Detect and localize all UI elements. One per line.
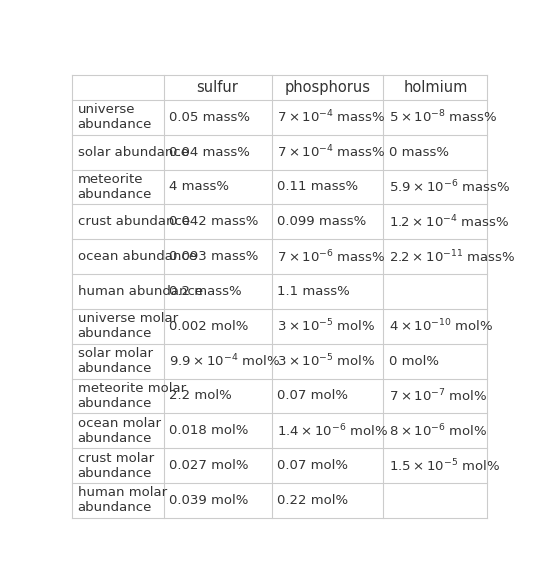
Text: crust abundance: crust abundance <box>78 215 189 228</box>
Text: 0 mol%: 0 mol% <box>389 355 438 367</box>
Text: $2.2\times10^{-11}$ mass%: $2.2\times10^{-11}$ mass% <box>389 248 515 265</box>
Text: universe molar
abundance: universe molar abundance <box>78 312 177 340</box>
Text: solar abundance: solar abundance <box>78 146 188 158</box>
Text: 0.039 mol%: 0.039 mol% <box>169 494 248 507</box>
Text: $7\times10^{-4}$ mass%: $7\times10^{-4}$ mass% <box>277 144 385 160</box>
Text: $5.9\times10^{-6}$ mass%: $5.9\times10^{-6}$ mass% <box>389 178 510 195</box>
Text: 0.002 mol%: 0.002 mol% <box>169 320 248 333</box>
Text: 0.07 mol%: 0.07 mol% <box>277 389 348 403</box>
Text: phosphorus: phosphorus <box>284 80 371 95</box>
Text: $5\times10^{-8}$ mass%: $5\times10^{-8}$ mass% <box>389 109 497 126</box>
Text: 0.093 mass%: 0.093 mass% <box>169 250 258 263</box>
Text: sulfur: sulfur <box>197 80 239 95</box>
Text: human abundance: human abundance <box>78 285 203 298</box>
Text: solar molar
abundance: solar molar abundance <box>78 347 152 375</box>
Text: 0.05 mass%: 0.05 mass% <box>169 111 250 124</box>
Text: 0.099 mass%: 0.099 mass% <box>277 215 366 228</box>
Text: ocean abundance: ocean abundance <box>78 250 197 263</box>
Text: 0.07 mol%: 0.07 mol% <box>277 459 348 472</box>
Text: $3\times10^{-5}$ mol%: $3\times10^{-5}$ mol% <box>277 318 375 335</box>
Text: $7\times10^{-7}$ mol%: $7\times10^{-7}$ mol% <box>389 387 487 404</box>
Text: $1.2\times10^{-4}$ mass%: $1.2\times10^{-4}$ mass% <box>389 214 509 230</box>
Text: $7\times10^{-4}$ mass%: $7\times10^{-4}$ mass% <box>277 109 385 126</box>
Text: human molar
abundance: human molar abundance <box>78 487 167 514</box>
Text: meteorite molar
abundance: meteorite molar abundance <box>78 382 186 410</box>
Text: 0.018 mol%: 0.018 mol% <box>169 424 248 437</box>
Text: 4 mass%: 4 mass% <box>169 180 229 194</box>
Text: $1.4\times10^{-6}$ mol%: $1.4\times10^{-6}$ mol% <box>277 423 388 439</box>
Text: 0.027 mol%: 0.027 mol% <box>169 459 248 472</box>
Text: holmium: holmium <box>403 80 467 95</box>
Text: universe
abundance: universe abundance <box>78 103 152 131</box>
Text: $9.9\times10^{-4}$ mol%: $9.9\times10^{-4}$ mol% <box>169 353 280 369</box>
Text: crust molar
abundance: crust molar abundance <box>78 451 153 480</box>
Text: meteorite
abundance: meteorite abundance <box>78 173 152 201</box>
Text: 0.22 mol%: 0.22 mol% <box>277 494 348 507</box>
Text: $7\times10^{-6}$ mass%: $7\times10^{-6}$ mass% <box>277 248 385 265</box>
Text: $3\times10^{-5}$ mol%: $3\times10^{-5}$ mol% <box>277 353 375 369</box>
Text: $1.5\times10^{-5}$ mol%: $1.5\times10^{-5}$ mol% <box>389 457 500 474</box>
Text: $8\times10^{-6}$ mol%: $8\times10^{-6}$ mol% <box>389 423 487 439</box>
Text: 0.042 mass%: 0.042 mass% <box>169 215 258 228</box>
Text: 0.11 mass%: 0.11 mass% <box>277 180 358 194</box>
Text: ocean molar
abundance: ocean molar abundance <box>78 417 161 445</box>
Text: 0.04 mass%: 0.04 mass% <box>169 146 250 158</box>
Text: 0.2 mass%: 0.2 mass% <box>169 285 241 298</box>
Text: 2.2 mol%: 2.2 mol% <box>169 389 232 403</box>
Text: $4\times10^{-10}$ mol%: $4\times10^{-10}$ mol% <box>389 318 493 335</box>
Text: 0 mass%: 0 mass% <box>389 146 449 158</box>
Text: 1.1 mass%: 1.1 mass% <box>277 285 349 298</box>
